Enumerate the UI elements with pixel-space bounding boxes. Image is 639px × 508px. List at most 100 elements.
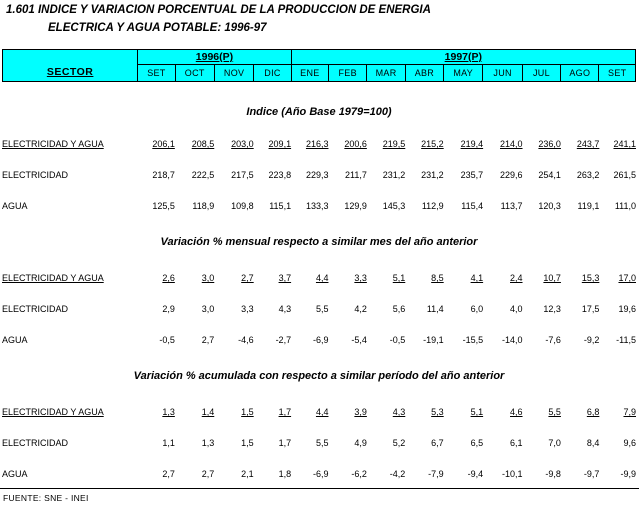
table-cell: 118,9: [192, 201, 215, 211]
table-cell: 2,4: [510, 273, 523, 283]
table-cell: 3,3: [241, 304, 254, 314]
table-cell: 119,1: [577, 201, 600, 211]
month-header: AGO: [560, 64, 600, 82]
table-cell: -19,1: [423, 335, 444, 345]
table-cell: 9,6: [623, 438, 636, 448]
table-cell: -9,8: [545, 468, 561, 479]
table-cell: 6,5: [470, 438, 484, 448]
table-cell: 231,2: [382, 170, 406, 180]
table-row: ELECTRICIDAD Y AGUA 2,6 3,0 2,7 3,7 4,4 3,3 5,1…: [2, 263, 636, 293]
table-cell: 5,2: [392, 438, 406, 448]
table-cell: 2,7: [201, 468, 215, 479]
table-cell: 218,7: [152, 170, 175, 180]
table-cell: 203,0: [231, 139, 254, 149]
month-header: JUL: [521, 64, 562, 82]
table-row: AGUA -0,5 2,7 -4,6 -2,7 -6,9 -5,4 -0,5 -19,1 -15,…: [2, 325, 636, 355]
table-cell: 254,1: [538, 170, 561, 180]
table-cell: 125,5: [152, 201, 175, 211]
table-cell: 222,5: [191, 170, 215, 180]
table-cell: 5,1: [470, 407, 484, 417]
table-row: AGUA 2,7 2,7 2,1 1,8 -6,9 -6,2 -4,2 -7,9 -9,4 -10,…: [2, 459, 636, 488]
month-header: ENE: [290, 64, 330, 82]
month-header: FEB: [328, 64, 368, 82]
table-row: ELECTRICIDAD Y AGUA 206,1 208,5 203,0 209,1 2…: [2, 129, 636, 159]
table-cell: 4,9: [354, 438, 367, 448]
table-cell: 10,7: [543, 273, 561, 283]
table-cell: 12,3: [543, 304, 561, 314]
table-cell: 219,4: [460, 139, 484, 149]
table-row: ELECTRICIDAD 218,7 222,5 217,5 223,8 229,3 211…: [2, 159, 636, 191]
table-cell: 133,3: [305, 201, 329, 211]
table-cell: 1,5: [241, 407, 254, 417]
table-cell: 3,3: [354, 273, 367, 283]
table-cell: 217,5: [231, 170, 254, 180]
table-cell: 5,5: [315, 304, 329, 314]
table-cell: 109,8: [231, 201, 254, 211]
table-cell: 4,2: [354, 304, 367, 314]
table-cell: 261,5: [613, 170, 636, 180]
table-cell: -0,5: [159, 335, 175, 345]
table-cell: -7,9: [428, 468, 444, 479]
table-cell: -2,7: [275, 335, 292, 345]
table-cell: -11,5: [616, 335, 636, 345]
row-label: ELECTRICIDAD: [2, 438, 69, 448]
table-cell: 4,1: [470, 273, 484, 283]
table-cell: -9,7: [583, 468, 600, 479]
table-cell: 115,4: [461, 201, 484, 211]
table-cell: 1,8: [278, 468, 292, 479]
table-cell: 15,3: [581, 273, 600, 283]
table-cell: 5,5: [548, 407, 561, 417]
table-cell: -6,9: [312, 335, 329, 345]
table-cell: 17,0: [618, 273, 636, 283]
table-cell: -4,6: [238, 335, 254, 345]
month-header: SET: [598, 64, 636, 82]
table-cell: 1,5: [241, 438, 254, 448]
month-header: MAY: [443, 64, 484, 82]
table-cell: 5,5: [315, 438, 329, 448]
table-cell: -0,5: [389, 335, 406, 345]
table-cell: 200,6: [344, 139, 367, 149]
table-cell: 236,0: [538, 139, 561, 149]
section-heading: Variación % mensual respecto a similar m…: [160, 236, 478, 248]
table-cell: 209,1: [268, 139, 292, 149]
table-cell: 4,3: [278, 304, 292, 314]
table-cell: 11,4: [426, 304, 444, 314]
table-row: ELECTRICIDAD 2,9 3,0 3,3 4,3 5,5 4,2 5,6 11,4 6,0…: [2, 293, 636, 325]
section-heading: Indice (Año Base 1979=100): [246, 106, 392, 118]
table-cell: 3,7: [278, 273, 292, 283]
row-label: AGUA: [2, 468, 28, 479]
table-cell: 6,8: [586, 407, 600, 417]
table-cell: 7,9: [623, 407, 636, 417]
month-header: DIC: [253, 64, 292, 82]
table-cell: 3,0: [201, 273, 215, 283]
table-cell: 4,6: [510, 407, 523, 417]
table-row: ELECTRICIDAD Y AGUA 1,3 1,4 1,5 1,7 4,4 3,9 4,3…: [2, 397, 636, 427]
month-header: MAR: [366, 64, 406, 82]
data-table: Indice (Año Base 1979=100) ELECTRICIDAD Y…: [2, 95, 636, 488]
table-cell: 129,9: [344, 201, 367, 211]
table-cell: 223,8: [268, 170, 292, 180]
row-label: ELECTRICIDAD: [2, 170, 69, 180]
table-cell: 1,7: [278, 407, 292, 417]
table-cell: -6,2: [351, 468, 367, 479]
table-cell: 1,4: [201, 407, 215, 417]
month-header: NOV: [213, 64, 255, 82]
table-cell: 206,1: [152, 139, 175, 149]
table-cell: 2,9: [162, 304, 175, 314]
year-1996-header: 1996(P): [137, 49, 292, 65]
header-table: SECTOR 1996(P) 1997(P) SET OCT NOV DIC E…: [1, 49, 637, 82]
table-cell: 111,0: [614, 201, 636, 211]
table-cell: 229,6: [500, 170, 523, 180]
table-cell: 2,7: [201, 335, 215, 345]
row-label: AGUA: [2, 201, 28, 211]
table-cell: -9,4: [467, 468, 484, 479]
table-cell: 120,3: [538, 201, 561, 211]
table-cell: 6,7: [431, 438, 444, 448]
table-cell: 229,3: [305, 170, 329, 180]
table-cell: 2,7: [162, 468, 175, 479]
table-cell: 208,5: [191, 139, 215, 149]
table-cell: 231,2: [421, 170, 444, 180]
table-cell: 1,3: [201, 438, 215, 448]
table-cell: 243,7: [576, 139, 600, 149]
table-title: 1.601 INDICE Y VARIACION PORCENTUAL DE L…: [6, 4, 431, 16]
